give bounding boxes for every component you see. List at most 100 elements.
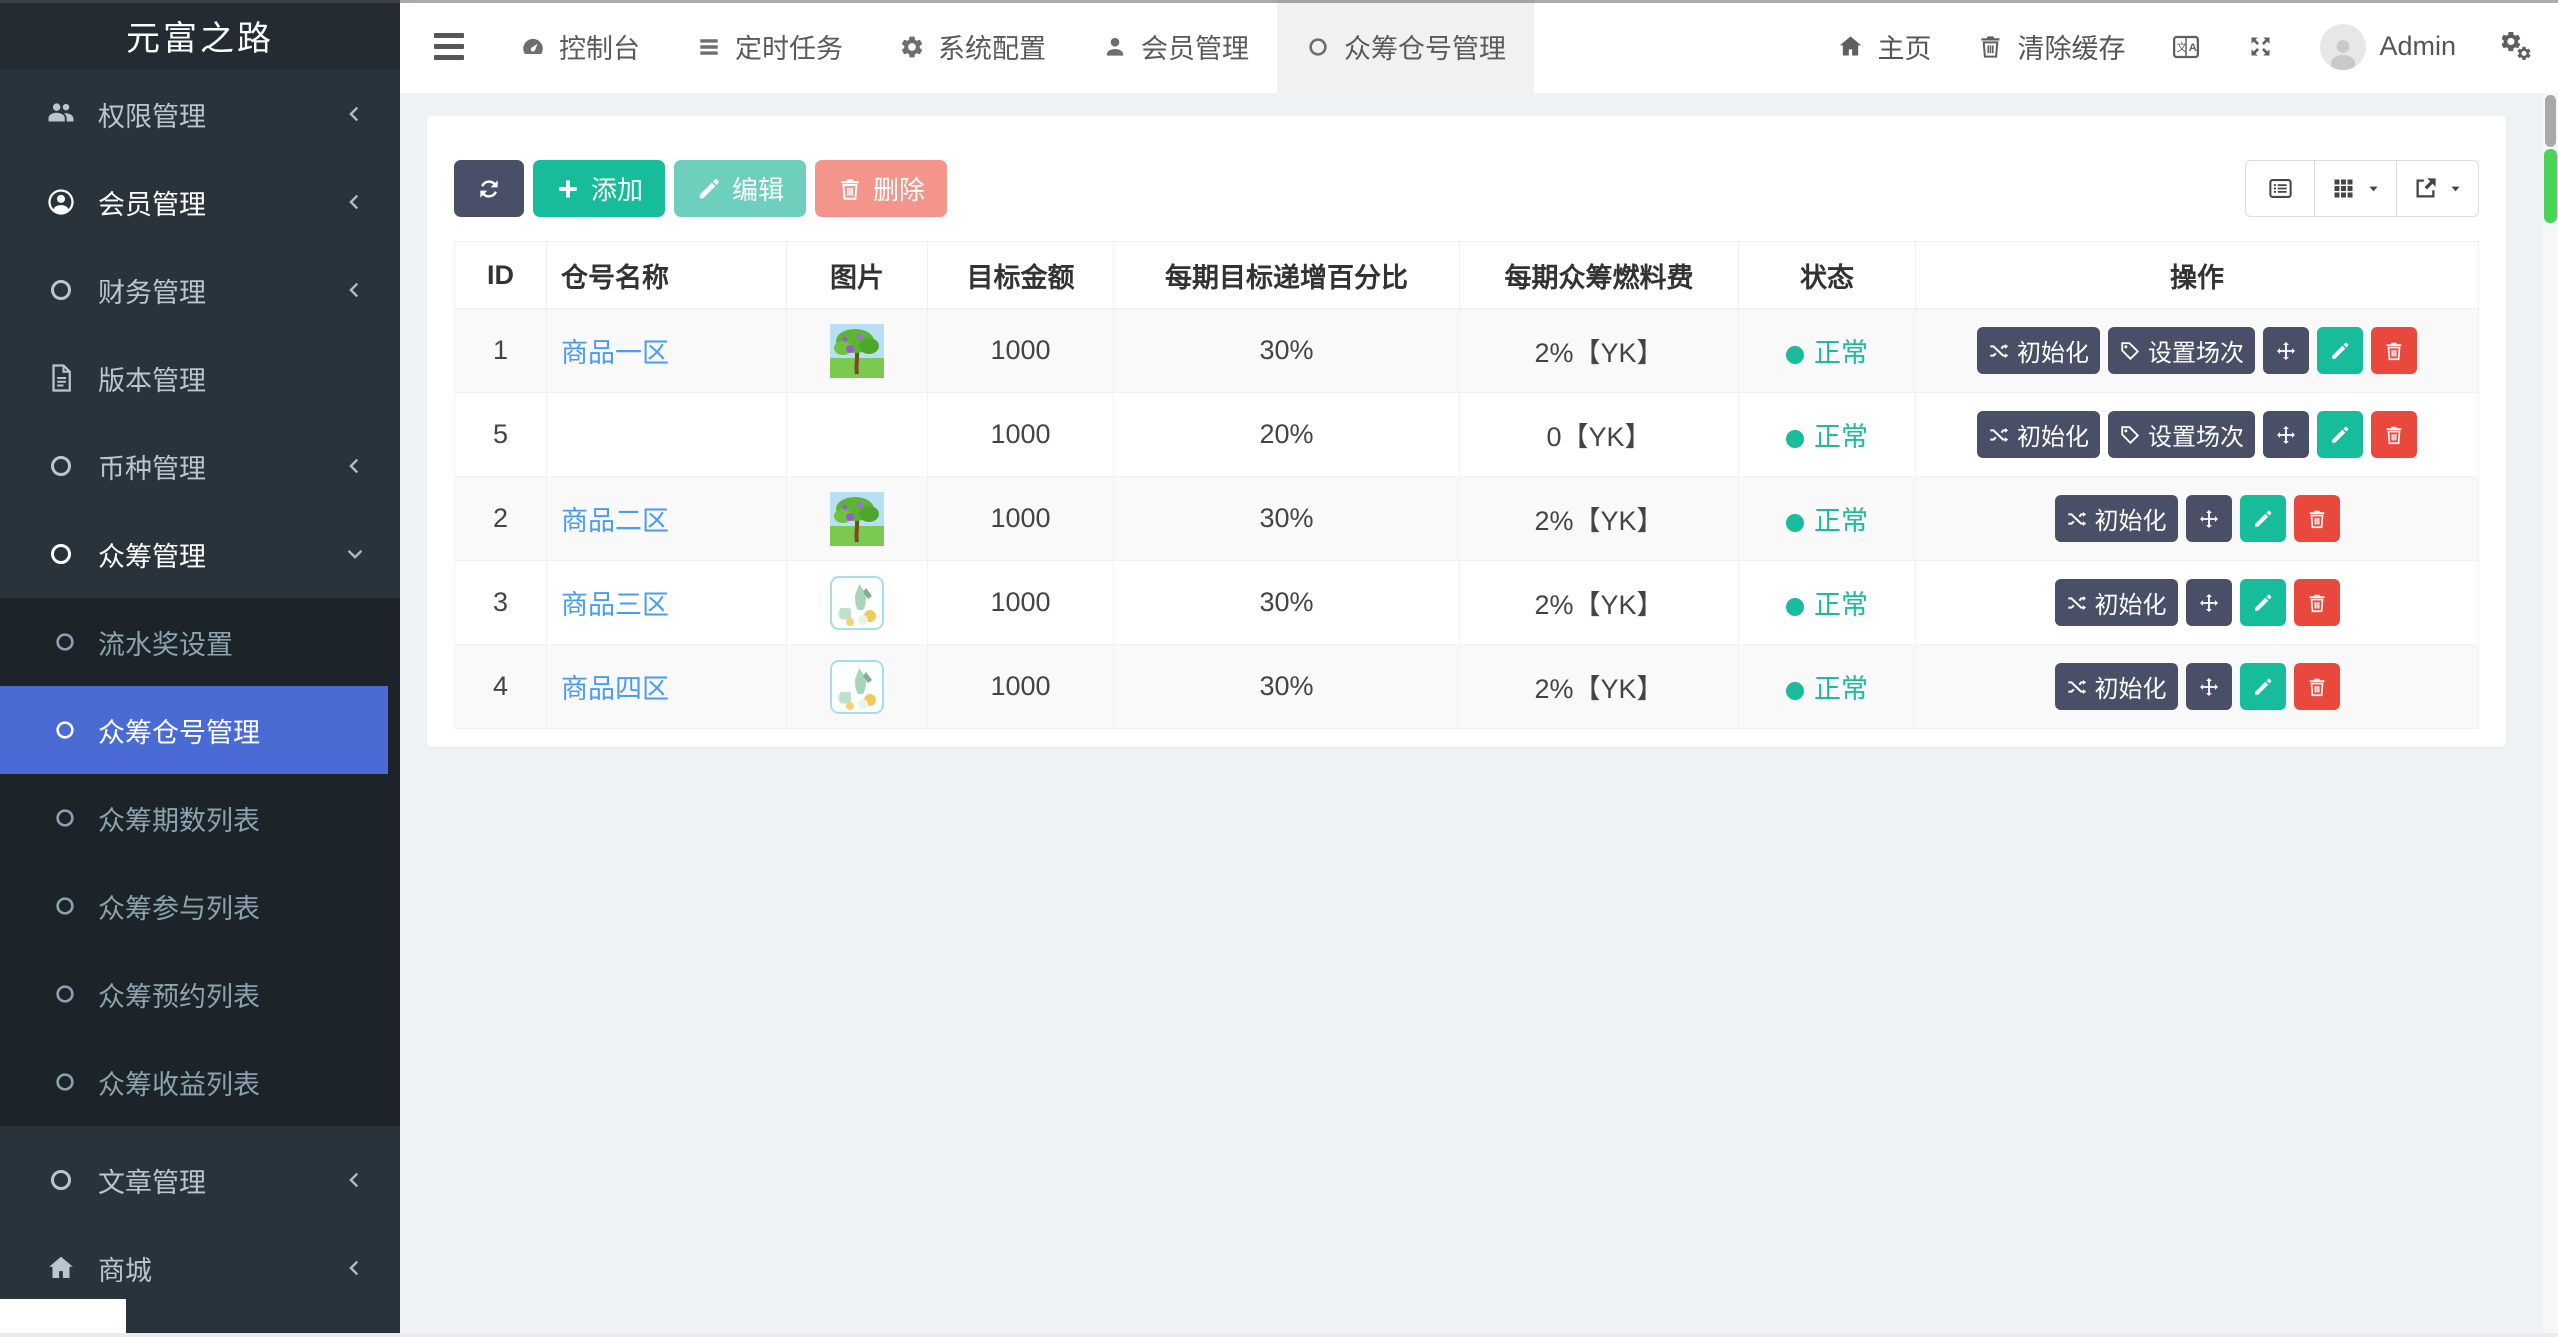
table-row[interactable]: 5 1000 20% 0【YK】 正常 初始化 设置场次 (454, 392, 2479, 477)
clear-cache-button[interactable]: 清除缓存 (1977, 27, 2125, 66)
fuel-fee: 2%【YK】 (1459, 308, 1739, 393)
circle-icon (52, 1069, 78, 1095)
warehouse-image-cell[interactable] (786, 308, 928, 393)
language-icon (2171, 32, 2201, 62)
tab-dashboard[interactable]: 控制台 (492, 0, 668, 93)
init-button[interactable]: 初始化 (1977, 411, 2100, 458)
delete-button[interactable] (2371, 411, 2417, 458)
init-button[interactable]: 初始化 (2054, 663, 2178, 710)
chevron-left-icon (344, 455, 366, 477)
add-button[interactable]: 添加 (533, 160, 666, 217)
chevron-left-icon (344, 1257, 366, 1279)
tab-member-management[interactable]: 会员管理 (1074, 0, 1277, 93)
edit-button[interactable] (2317, 327, 2363, 374)
sidebar-item-periods[interactable]: 众筹期数列表 (0, 774, 400, 862)
move-button[interactable] (2263, 327, 2309, 374)
sidebar-toggle-icon[interactable] (434, 33, 464, 60)
warehouse-name-link[interactable]: 商品一区 (561, 338, 669, 368)
scrollbar-thumb-top[interactable] (2545, 95, 2556, 147)
export-button[interactable] (2397, 160, 2479, 217)
clear-cache-label: 清除缓存 (2017, 34, 2126, 64)
warehouse-name-link[interactable]: 商品三区 (561, 590, 669, 620)
columns-button[interactable] (2315, 160, 2397, 217)
init-button[interactable]: 初始化 (2054, 495, 2178, 542)
sidebar-item-warehouse[interactable]: 众筹仓号管理 (0, 686, 388, 774)
edit-button[interactable] (2317, 411, 2363, 458)
status-dot-icon (1786, 346, 1804, 364)
settings-button[interactable] (2502, 32, 2532, 62)
top-navbar: 控制台 定时任务 系统配置 会员管理 众筹仓号管理 主页 清除缓存 (400, 0, 2558, 93)
init-button[interactable]: 初始化 (2054, 579, 2178, 626)
tab-cron-tasks[interactable]: 定时任务 (668, 0, 871, 93)
page-scrollbar[interactable] (2543, 93, 2558, 1337)
app-logo[interactable]: 元富之路 (0, 0, 400, 70)
sidebar-item-finance[interactable]: 财务管理 (0, 246, 400, 334)
tree-image[interactable] (830, 323, 884, 378)
status-dot-icon (1786, 682, 1804, 700)
status-cell: 正常 (1738, 392, 1916, 477)
init-button[interactable]: 初始化 (1977, 327, 2100, 374)
delete-button[interactable] (2293, 663, 2340, 710)
warehouse-name-link[interactable]: 商品四区 (561, 674, 669, 704)
detail-view-button[interactable] (2245, 160, 2315, 217)
sidebar-item-label: 众筹期数列表 (98, 805, 260, 836)
table-row[interactable]: 4 商品四区 1000 30% 2%【YK】 正常 初始化 (454, 644, 2479, 729)
warehouse-image-cell[interactable] (786, 560, 928, 645)
edit-button[interactable] (2239, 495, 2286, 542)
warehouse-name-cell: 商品二区 (546, 476, 787, 561)
sidebar-menu-bottom: 文章管理 商城 (0, 1126, 400, 1312)
language-switch-button[interactable] (2171, 32, 2201, 62)
warehouse-image-cell[interactable] (786, 644, 928, 729)
edit-button-disabled[interactable]: 编辑 (674, 160, 807, 217)
admin-username: Admin (2379, 31, 2456, 61)
sidebar-item-flow-reward[interactable]: 流水奖设置 (0, 598, 400, 686)
bottle-image[interactable] (830, 575, 884, 630)
circle-icon (52, 805, 78, 831)
move-button[interactable] (2185, 495, 2232, 542)
cogs-icon (2502, 32, 2532, 62)
scrollbar-thumb[interactable] (2544, 149, 2557, 223)
sidebar-item-crowdfund[interactable]: 众筹管理 (0, 510, 400, 598)
sidebar-item-participation[interactable]: 众筹参与列表 (0, 862, 400, 950)
edit-button[interactable] (2239, 663, 2286, 710)
move-button[interactable] (2263, 411, 2309, 458)
warehouse-name-cell: 商品一区 (546, 308, 787, 393)
row-id: 2 (454, 476, 547, 561)
warehouse-image-cell[interactable] (786, 476, 928, 561)
refresh-button[interactable] (454, 160, 524, 217)
trash-icon (1977, 33, 2004, 60)
sidebar-item-earnings[interactable]: 众筹收益列表 (0, 1038, 400, 1126)
delete-button[interactable] (2293, 495, 2340, 542)
delete-button[interactable] (2293, 579, 2340, 626)
table-row[interactable]: 3 商品三区 1000 30% 2%【YK】 正常 初始化 (454, 560, 2479, 645)
sidebar-item-currency[interactable]: 币种管理 (0, 422, 400, 510)
home-link[interactable]: 主页 (1837, 27, 1931, 66)
move-button[interactable] (2185, 663, 2232, 710)
table-row[interactable]: 2 商品二区 1000 30% 2%【YK】 正常 初始化 (454, 476, 2479, 561)
bottle-image[interactable] (830, 659, 884, 714)
sidebar-item-label: 众筹管理 (98, 541, 206, 572)
warehouse-name-link[interactable]: 商品二区 (561, 506, 669, 536)
home-label: 主页 (1877, 34, 1932, 64)
sidebar-item-version[interactable]: 版本管理 (0, 334, 400, 422)
edit-button[interactable] (2239, 579, 2286, 626)
sidebar-item-permission[interactable]: 权限管理 (0, 70, 400, 158)
list-alt-icon (2267, 175, 2294, 202)
user-menu[interactable]: Admin (2320, 23, 2456, 70)
sidebar-item-article[interactable]: 文章管理 (0, 1136, 400, 1224)
sidebar-item-mall[interactable]: 商城 (0, 1224, 400, 1312)
delete-button-disabled[interactable]: 删除 (815, 160, 948, 217)
tree-image[interactable] (830, 491, 884, 546)
sidebar-item-member[interactable]: 会员管理 (0, 158, 400, 246)
delete-button[interactable] (2371, 327, 2417, 374)
tab-system-config[interactable]: 系统配置 (871, 0, 1074, 93)
tab-warehouse-management[interactable]: 众筹仓号管理 (1277, 0, 1534, 93)
tab-label: 定时任务 (735, 34, 843, 64)
table-row[interactable]: 1 商品一区 1000 30% 2%【YK】 正常 初始化 设置场次 (454, 308, 2479, 393)
move-button[interactable] (2185, 579, 2232, 626)
add-label: 添加 (591, 175, 644, 205)
set-session-button[interactable]: 设置场次 (2108, 411, 2255, 458)
fullscreen-button[interactable] (2247, 33, 2274, 60)
set-session-button[interactable]: 设置场次 (2108, 327, 2255, 374)
sidebar-item-reservation[interactable]: 众筹预约列表 (0, 950, 400, 1038)
